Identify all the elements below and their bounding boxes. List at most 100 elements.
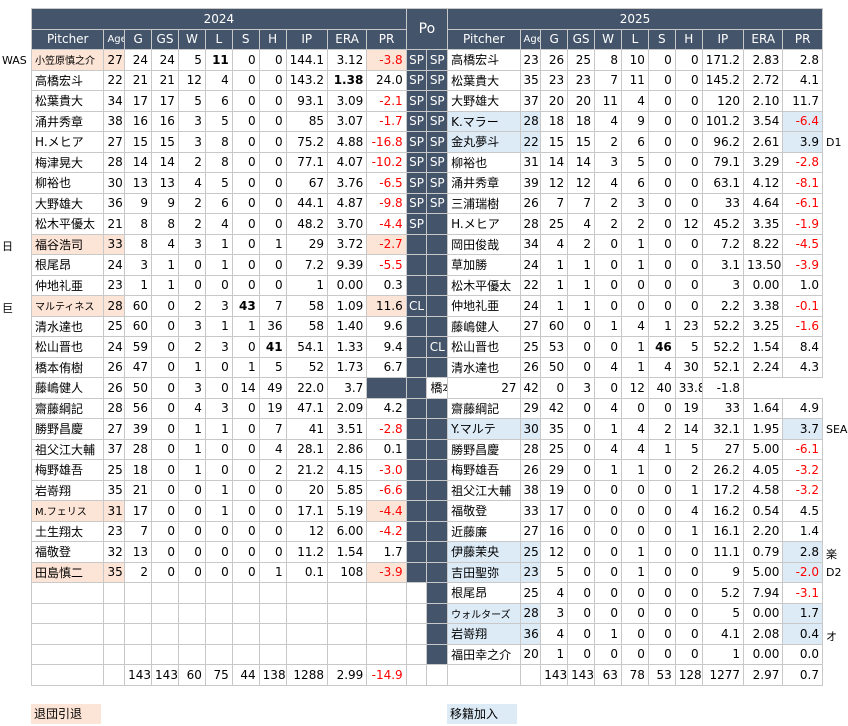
pitcher-name: 松木平優太 [30, 213, 105, 235]
stat-cell: 0 [674, 254, 703, 276]
stat-cell [177, 643, 206, 665]
stat-cell: 18 [124, 459, 153, 481]
stat-cell: 0 [620, 479, 649, 501]
stat-cell: 27 [103, 418, 126, 440]
stat-cell: -1.9 [782, 213, 823, 235]
position-header: Po [405, 8, 449, 50]
stat-cell: 0 [567, 541, 596, 563]
stat-cell: 85 [285, 110, 328, 132]
stat-cell [285, 623, 328, 645]
stat-cell: 20 [540, 90, 569, 112]
stat-cell: 23 [674, 315, 703, 337]
stat-cell: 0 [231, 49, 260, 71]
total-cell: 143 [540, 664, 569, 686]
position-empty [405, 377, 428, 399]
stat-cell: 0 [594, 643, 622, 665]
stat-cell: 9.6 [366, 315, 407, 337]
stat-cell: 8 [151, 213, 179, 235]
stat-cell: 0 [594, 602, 622, 624]
stat-cell: 0 [177, 254, 206, 276]
stat-cell: 28 [103, 151, 126, 173]
position-empty [405, 356, 428, 378]
stat-cell: 1 [594, 315, 622, 337]
stat-cell: 0 [204, 356, 233, 378]
stat-cell: 30 [103, 172, 126, 194]
stat-cell [231, 643, 260, 665]
stat-cell: -4.5 [782, 233, 823, 255]
stat-cell: 50 [540, 356, 569, 378]
stat-cell: 22 [519, 131, 542, 153]
stat-cell: 0 [647, 500, 676, 522]
stat-cell: 0 [567, 438, 596, 460]
stat-cell: 8 [594, 49, 622, 71]
stat-cell: 0 [151, 356, 179, 378]
stat-cell: 44.1 [285, 192, 328, 214]
stat-cell: 0 [647, 397, 676, 419]
stat-cell: 4.2 [366, 397, 407, 419]
stat-cell: -10.2 [366, 151, 407, 173]
stat-cell: 21.2 [285, 459, 328, 481]
stat-cell: 28 [519, 602, 542, 624]
year-2025-header: 2025 [447, 8, 823, 30]
stat-cell [258, 643, 287, 665]
stat-cell: 1 [540, 254, 569, 276]
right-header-1: Age [519, 28, 542, 50]
stat-cell: 36 [103, 192, 126, 214]
legend-retired: 退団引退 [31, 704, 101, 724]
stat-cell: 38 [103, 110, 126, 132]
stat-cell: 5.85 [326, 479, 368, 501]
stat-cell: -2.8 [782, 151, 823, 173]
pitcher-name: H.メヒア [447, 213, 521, 235]
stat-cell: 2.2 [701, 295, 745, 317]
stat-cell: 0 [674, 561, 703, 583]
stat-cell: 2 [177, 213, 206, 235]
left-header-1: Age [103, 28, 126, 50]
stat-cell [103, 623, 126, 645]
stat-cell: 12 [620, 377, 649, 399]
stat-cell: 1 [620, 541, 649, 563]
stat-cell: 0 [647, 192, 676, 214]
stat-cell: 0 [231, 520, 260, 542]
stat-cell: 0 [567, 397, 596, 419]
stat-cell: 4.05 [743, 459, 784, 481]
stat-cell: -1.7 [366, 110, 407, 132]
stat-cell: 1 [540, 274, 569, 296]
stat-cell: 13.50 [743, 254, 784, 276]
stat-cell: 1 [594, 418, 622, 440]
position-empty [366, 377, 407, 399]
stat-cell: 14 [674, 418, 703, 440]
stat-cell: 1 [620, 561, 649, 583]
stat-cell: 2.8 [782, 49, 823, 71]
stat-cell: 7 [594, 69, 622, 91]
stat-cell: 26.2 [701, 459, 745, 481]
pitcher-name: 松山晋也 [447, 336, 521, 358]
stat-cell: 1 [620, 254, 649, 276]
pitcher-name: 福田幸之介 [447, 643, 521, 665]
stat-cell: 4 [674, 500, 703, 522]
stat-cell: 101.2 [701, 110, 745, 132]
left-header-4: W [177, 28, 206, 50]
stat-cell: 1 [620, 233, 649, 255]
stat-cell: 0 [567, 582, 596, 604]
stat-cell: 1 [701, 643, 745, 665]
stat-cell: 1 [177, 356, 206, 378]
stat-cell: 0 [674, 110, 703, 132]
stat-cell: 14 [124, 151, 153, 173]
stat-cell: 1.73 [326, 356, 368, 378]
stat-cell: 0 [231, 561, 260, 583]
stat-cell: 0 [151, 315, 179, 337]
stat-cell: 58 [285, 315, 328, 337]
stat-cell: 2 [594, 192, 622, 214]
stat-cell: 171.2 [701, 49, 745, 71]
stat-cell: 2 [647, 418, 676, 440]
stat-cell: 1 [540, 295, 569, 317]
stat-cell: 0 [231, 233, 260, 255]
column-headers: PitcherAgeGGSWLSHIPERAPRPitcherAgeGGSWLS… [30, 28, 823, 50]
stat-cell: 5.19 [326, 500, 368, 522]
stat-cell [151, 643, 179, 665]
stat-cell: 3 [177, 110, 206, 132]
stat-cell: 1.38 [326, 69, 368, 91]
stat-cell: 28.1 [285, 438, 328, 460]
position-empty [405, 561, 428, 583]
stat-cell: 0 [594, 274, 622, 296]
